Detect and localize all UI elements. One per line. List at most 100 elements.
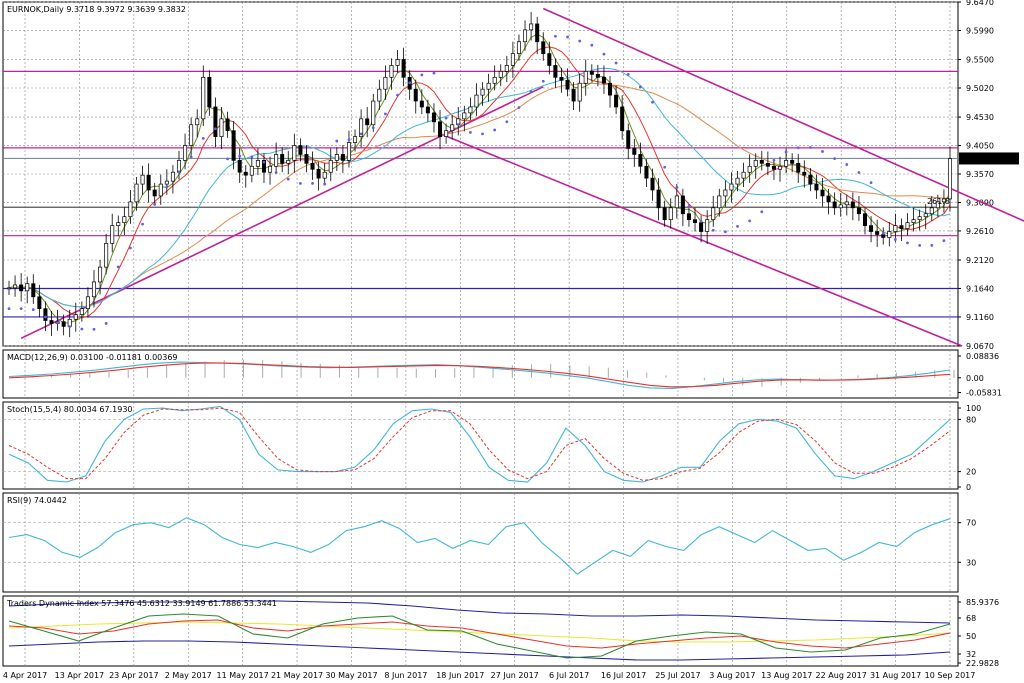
candle-body xyxy=(31,283,36,298)
x-tick-label: 3 Aug 2017 xyxy=(709,671,755,680)
indicator-series-line xyxy=(8,600,951,624)
candle-body xyxy=(523,29,528,43)
indicator-y-tick-label: 32 xyxy=(966,650,976,659)
sar-dot xyxy=(262,160,266,164)
x-tick-label: 18 Jun 2017 xyxy=(436,671,484,680)
sar-dot xyxy=(930,243,934,247)
candle-body xyxy=(747,165,752,173)
candle-body xyxy=(668,207,673,221)
sar-dot xyxy=(44,315,47,319)
candle-body xyxy=(869,225,874,232)
stoch-signal-line xyxy=(8,407,951,481)
candle-body xyxy=(225,118,230,132)
candle-body xyxy=(128,201,133,218)
candle-body xyxy=(571,88,576,102)
sar-dot xyxy=(493,128,497,132)
candle-body xyxy=(480,88,485,96)
sar-dot xyxy=(274,171,278,174)
candle-body xyxy=(510,53,515,66)
sar-dot xyxy=(80,327,84,331)
candle-body xyxy=(589,71,594,75)
candle-body xyxy=(802,171,807,176)
candle-body xyxy=(249,165,254,176)
moving-average-line xyxy=(8,33,951,324)
candle-body xyxy=(662,207,667,221)
indicator-y-tick-label: 20 xyxy=(966,468,976,477)
candle-body xyxy=(917,216,922,221)
indicator-title: MACD(12,26,9) 0.03100 -0.01181 0.00369 xyxy=(7,353,178,362)
candle-body xyxy=(353,136,358,143)
candle-body xyxy=(170,171,175,182)
candle-body xyxy=(328,160,333,173)
sar-dot xyxy=(918,243,922,247)
sar-dot xyxy=(481,132,484,136)
panel-frame-2 xyxy=(2,401,959,490)
sar-dot xyxy=(626,72,630,76)
y-tick-label: 9.1640 xyxy=(966,284,994,293)
sar-dot xyxy=(808,146,812,149)
candle-body xyxy=(875,231,880,235)
candle-body xyxy=(535,23,540,43)
sar-dot xyxy=(517,106,521,109)
sar-dot xyxy=(638,85,642,89)
candle-body xyxy=(183,145,188,161)
sar-dot xyxy=(165,185,169,188)
x-tick-label: 16 Jul 2017 xyxy=(601,671,646,680)
candle-body xyxy=(268,165,273,173)
sar-dot xyxy=(299,181,302,185)
candle-body xyxy=(43,308,48,321)
indicator-series-line xyxy=(8,517,951,575)
sar-dot xyxy=(384,112,387,116)
candle-body xyxy=(735,177,740,185)
indicator-y-tick-label: 50 xyxy=(966,632,976,641)
indicator-y-tick-label: 70 xyxy=(966,519,976,528)
sar-dot xyxy=(347,138,351,142)
sar-dot xyxy=(420,73,424,77)
sar-dot xyxy=(286,177,290,181)
sar-dot xyxy=(396,93,399,97)
candle-body xyxy=(316,168,321,179)
candle-body xyxy=(274,154,279,167)
candle-body xyxy=(850,201,855,209)
y-tick-label: 9.5500 xyxy=(966,56,994,65)
candle-body xyxy=(911,219,916,223)
indicator-series-line xyxy=(8,619,951,649)
candle-body xyxy=(729,183,734,191)
candle-body xyxy=(304,154,309,164)
candle-body xyxy=(686,213,691,221)
sar-dot xyxy=(153,202,157,206)
sar-dot xyxy=(833,157,837,161)
y-tick-label: 9.2120 xyxy=(966,256,994,265)
indicator-series-line xyxy=(8,613,951,659)
last-price-box xyxy=(959,152,1019,165)
sar-dot xyxy=(19,307,23,311)
candle-body xyxy=(844,201,849,206)
candle-body xyxy=(85,296,90,309)
y-tick-label: 9.5990 xyxy=(966,26,994,35)
candle-body xyxy=(340,154,345,161)
candle-body xyxy=(650,177,655,191)
candle-body xyxy=(61,321,66,327)
candle-body xyxy=(899,225,904,229)
candle-body xyxy=(711,207,716,221)
candle-body xyxy=(401,59,406,78)
candle-body xyxy=(778,165,783,170)
candle-body xyxy=(620,106,625,132)
chart-title: EURNOK,Daily 9.3718 9.3972 9.3639 9.3832 xyxy=(7,5,186,14)
sar-dot xyxy=(566,35,569,39)
x-tick-label: 6 Jul 2017 xyxy=(549,671,589,680)
y-tick-label: 9.6470 xyxy=(966,0,994,7)
candle-body xyxy=(832,201,837,209)
sar-dot xyxy=(541,79,545,83)
x-tick-label: 11 May 2017 xyxy=(217,671,269,680)
sar-dot xyxy=(141,222,144,226)
candle-body xyxy=(474,94,479,108)
sar-dot xyxy=(250,155,254,159)
candle-body xyxy=(529,23,534,31)
candle-body xyxy=(395,59,400,66)
x-tick-label: 13 Aug 2017 xyxy=(761,671,812,680)
candle-body xyxy=(935,201,940,209)
sar-dot xyxy=(796,146,800,150)
candle-body xyxy=(431,112,436,123)
